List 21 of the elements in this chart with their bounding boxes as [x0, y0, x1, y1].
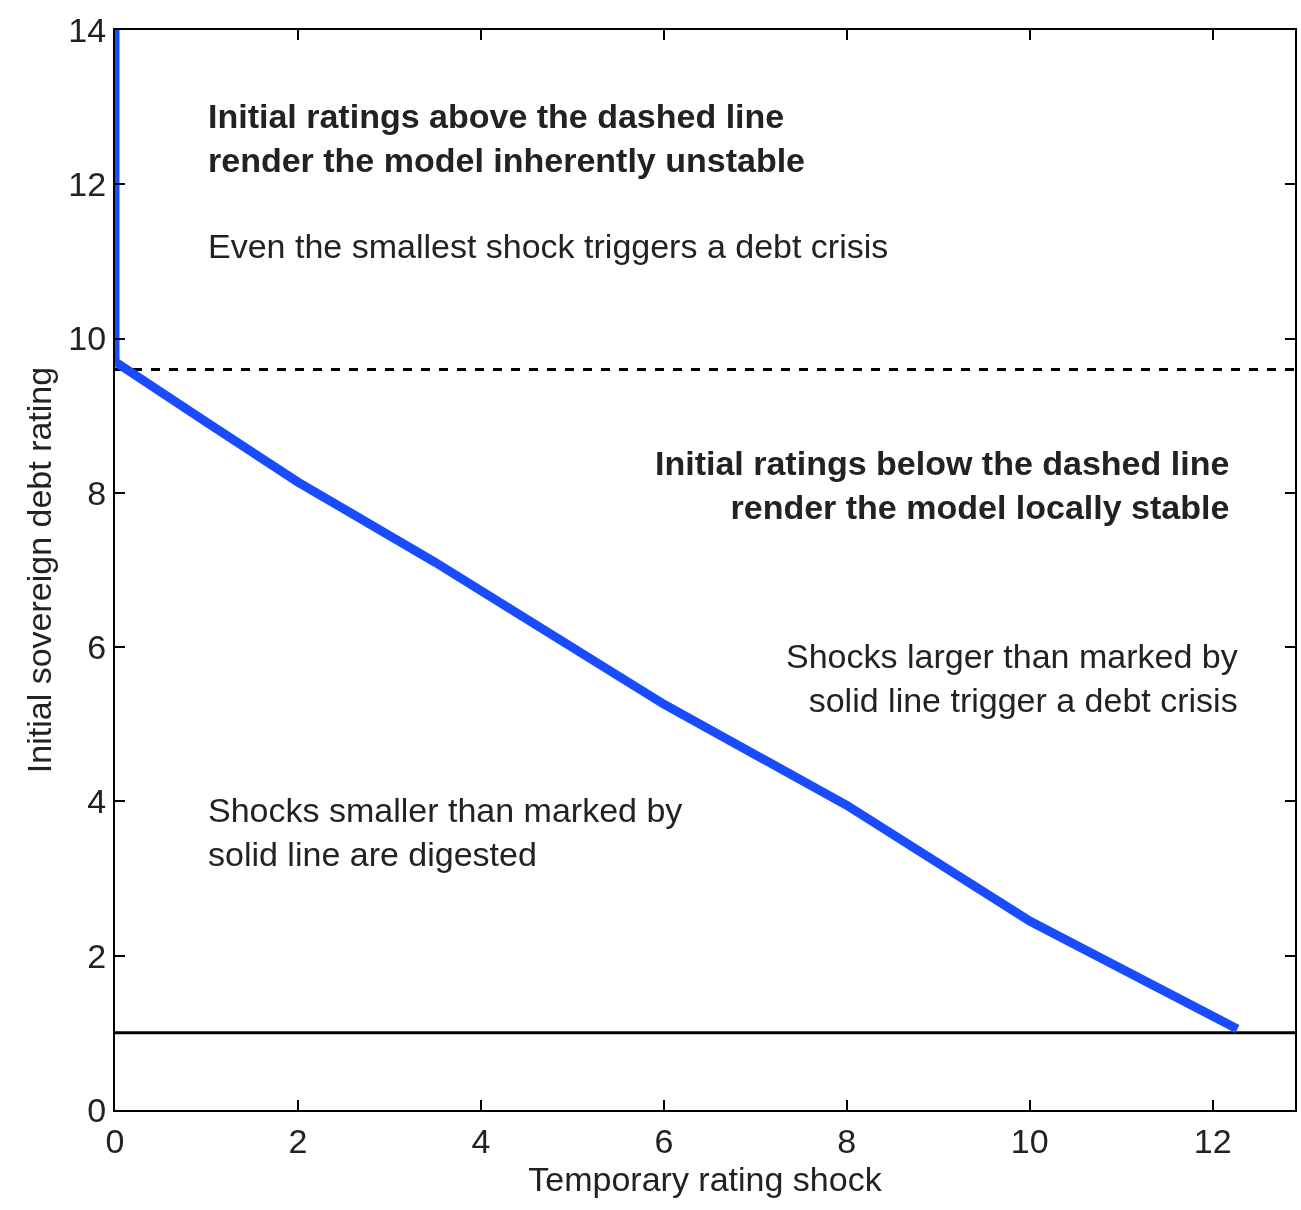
- y-tick-label: 8: [87, 473, 107, 512]
- x-tick-label: 2: [288, 1121, 308, 1160]
- annotation: Initial ratings above the dashed line render the model inherently unstable: [208, 97, 806, 180]
- x-tick-label: 12: [1193, 1121, 1232, 1160]
- annotation: Shocks larger than marked by solid line trigger a debt crisis: [786, 637, 1238, 720]
- y-tick-label: 4: [87, 782, 107, 821]
- x-tick-label: 4: [471, 1121, 491, 1160]
- y-tick-label: 10: [68, 319, 107, 358]
- x-tick-label: 8: [837, 1121, 857, 1160]
- x-tick-label: 6: [654, 1121, 674, 1160]
- x-tick-label: 10: [1010, 1121, 1049, 1160]
- y-tick-label: 12: [68, 165, 107, 204]
- y-axis-title: Initial sovereign debt rating: [20, 366, 59, 774]
- y-tick-label: 2: [87, 936, 107, 975]
- x-axis-title: Temporary rating shock: [528, 1159, 883, 1198]
- annotation: Shocks smaller than marked by solid line are digested: [208, 791, 683, 874]
- annotation: Even the smallest shock triggers a debt crisis: [208, 227, 889, 265]
- y-tick-label: 14: [68, 10, 107, 49]
- y-tick-label: 0: [87, 1090, 107, 1129]
- y-tick-label: 6: [87, 628, 107, 667]
- annotation: Initial ratings below the dashed line render the model locally stable: [655, 444, 1230, 527]
